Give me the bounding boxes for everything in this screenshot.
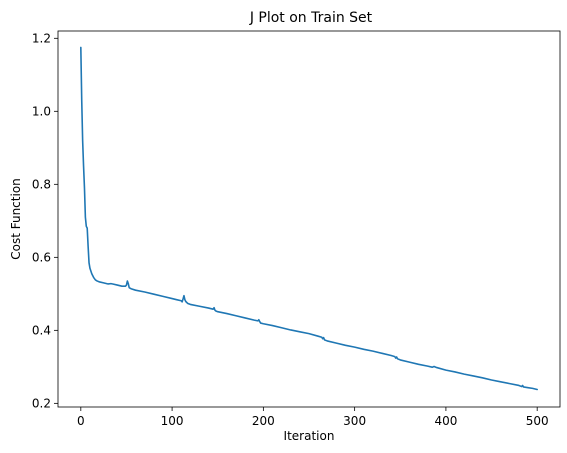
x-tick-label: 400 — [434, 414, 457, 428]
x-axis-label: Iteration — [284, 429, 335, 443]
y-tick-label: 0.2 — [32, 396, 51, 410]
series-line-0 — [80, 46, 538, 391]
chart-title: J Plot on Train Set — [249, 10, 373, 26]
y-tick-label: 0.8 — [32, 177, 51, 191]
x-tick-label: 100 — [161, 414, 184, 428]
y-tick-label: 1.2 — [32, 31, 51, 45]
y-tick-label: 0.4 — [32, 323, 51, 337]
y-axis-label: Cost Function — [9, 178, 23, 260]
y-tick-label: 0.6 — [32, 250, 51, 264]
x-tick-label: 300 — [343, 414, 366, 428]
axis-ticks: 0 100 200 300 400 500 0.2 0.4 0.6 0.8 1.0 1.2 — [32, 31, 549, 428]
plot-frame — [57, 30, 561, 408]
y-tick-label: 1.0 — [32, 104, 51, 118]
x-tick-label: 0 — [77, 414, 85, 428]
x-tick-label: 200 — [252, 414, 275, 428]
x-tick-label: 500 — [526, 414, 549, 428]
plot-area — [80, 46, 538, 391]
